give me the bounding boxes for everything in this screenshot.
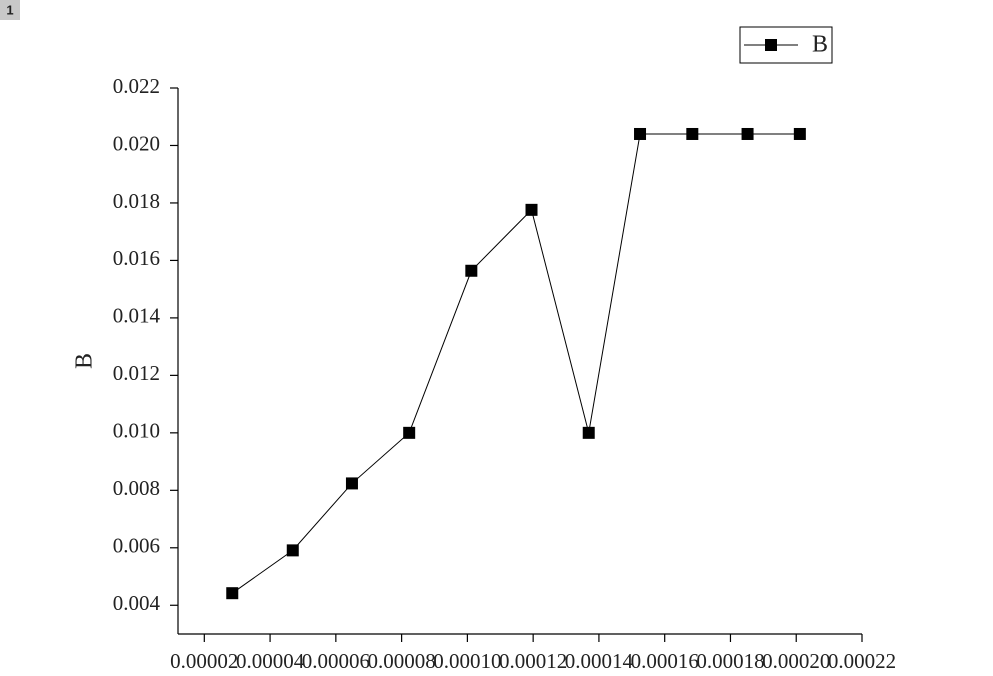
y-tick-label: 0.012 [113,361,160,385]
panel-badge [0,0,20,20]
y-tick-label: 0.020 [113,131,160,155]
point-marker [686,127,699,140]
y-tick-label: 0.004 [113,591,161,615]
point-marker [226,587,239,600]
y-tick-label: 0.022 [113,74,160,98]
y-axis-label: B [72,353,98,369]
legend-marker [765,39,777,51]
x-tick-label: 0.00018 [696,649,764,673]
x-tick-label: 0.00006 [302,649,370,673]
point-marker [741,127,754,140]
point-marker [286,544,299,557]
y-tick-label: 0.016 [113,246,160,270]
point-marker [793,127,806,140]
x-tick-label: 0.00022 [828,649,896,673]
x-tick-label: 0.00002 [170,649,238,673]
legend-label: B [812,32,828,58]
x-tick-label: 0.00020 [762,649,830,673]
x-tick-label: 0.00014 [565,649,634,673]
x-tick-label: 0.00010 [433,649,501,673]
y-tick-label: 0.008 [113,476,160,500]
y-tick-label: 0.006 [113,534,160,558]
x-tick-label: 0.00004 [236,649,305,673]
point-marker [525,203,538,216]
point-marker [634,127,647,140]
point-marker [403,426,416,439]
x-tick-label: 0.00008 [367,649,435,673]
panel-label: 1 [6,2,13,17]
y-tick-label: 0.014 [113,304,161,328]
point-marker [345,477,358,490]
y-tick-label: 0.018 [113,189,160,213]
x-tick-label: 0.00016 [631,649,699,673]
y-tick-label: 0.010 [113,419,160,443]
point-marker [465,264,478,277]
x-tick-label: 0.00012 [499,649,567,673]
series-line [231,133,800,594]
point-marker [582,426,595,439]
